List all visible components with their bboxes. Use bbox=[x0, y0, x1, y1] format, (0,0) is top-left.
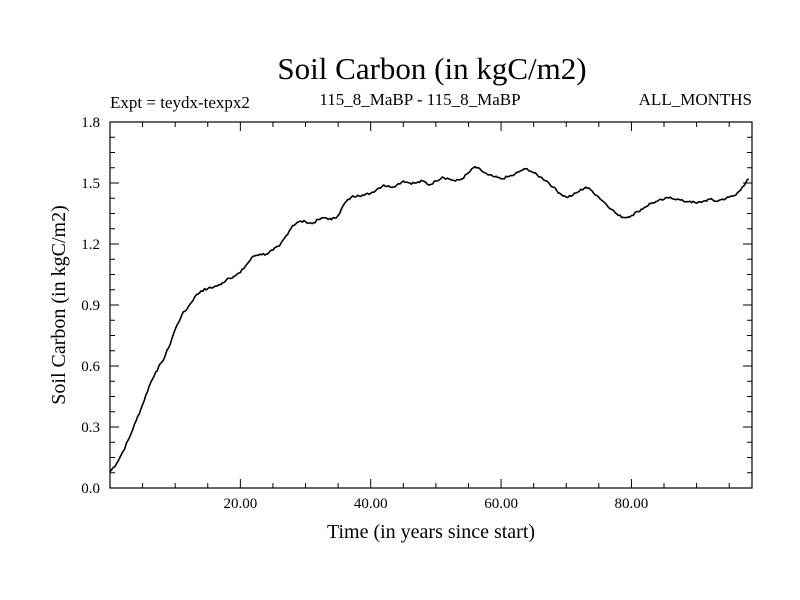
y-tick-label: 0.0 bbox=[81, 481, 100, 497]
y-tick-label: 0.9 bbox=[81, 298, 100, 314]
x-tick-label: 20.00 bbox=[223, 496, 257, 512]
plot-frame bbox=[109, 121, 753, 489]
y-tick-label: 0.6 bbox=[81, 359, 100, 375]
y-tick-label: 1.2 bbox=[81, 237, 100, 253]
y-axis-label: Soil Carbon (in kgC/m2) bbox=[48, 205, 70, 404]
y-tick-labels: 0.0 0.3 0.6 0.9 1.2 1.5 1.8 bbox=[81, 115, 100, 497]
period-label: 115_8_MaBP - 115_8_MaBP bbox=[319, 90, 520, 109]
x-tick-label: 60.00 bbox=[484, 496, 518, 512]
x-tick-label: 40.00 bbox=[354, 496, 388, 512]
axis-ticks bbox=[110, 122, 752, 488]
experiment-label: Expt = teydx-texpx2 bbox=[110, 93, 250, 112]
y-tick-label: 1.8 bbox=[81, 115, 100, 131]
soil-carbon-series-line bbox=[109, 165, 750, 473]
chart-title: Soil Carbon (in kgC/m2) bbox=[277, 51, 586, 86]
y-tick-label: 0.3 bbox=[81, 420, 100, 436]
y-tick-label: 1.5 bbox=[81, 176, 100, 192]
x-tick-labels: 20.00 40.00 60.00 80.00 bbox=[223, 496, 648, 512]
x-tick-label: 80.00 bbox=[615, 496, 649, 512]
x-axis-label: Time (in years since start) bbox=[327, 521, 535, 543]
months-label: ALL_MONTHS bbox=[639, 90, 752, 109]
